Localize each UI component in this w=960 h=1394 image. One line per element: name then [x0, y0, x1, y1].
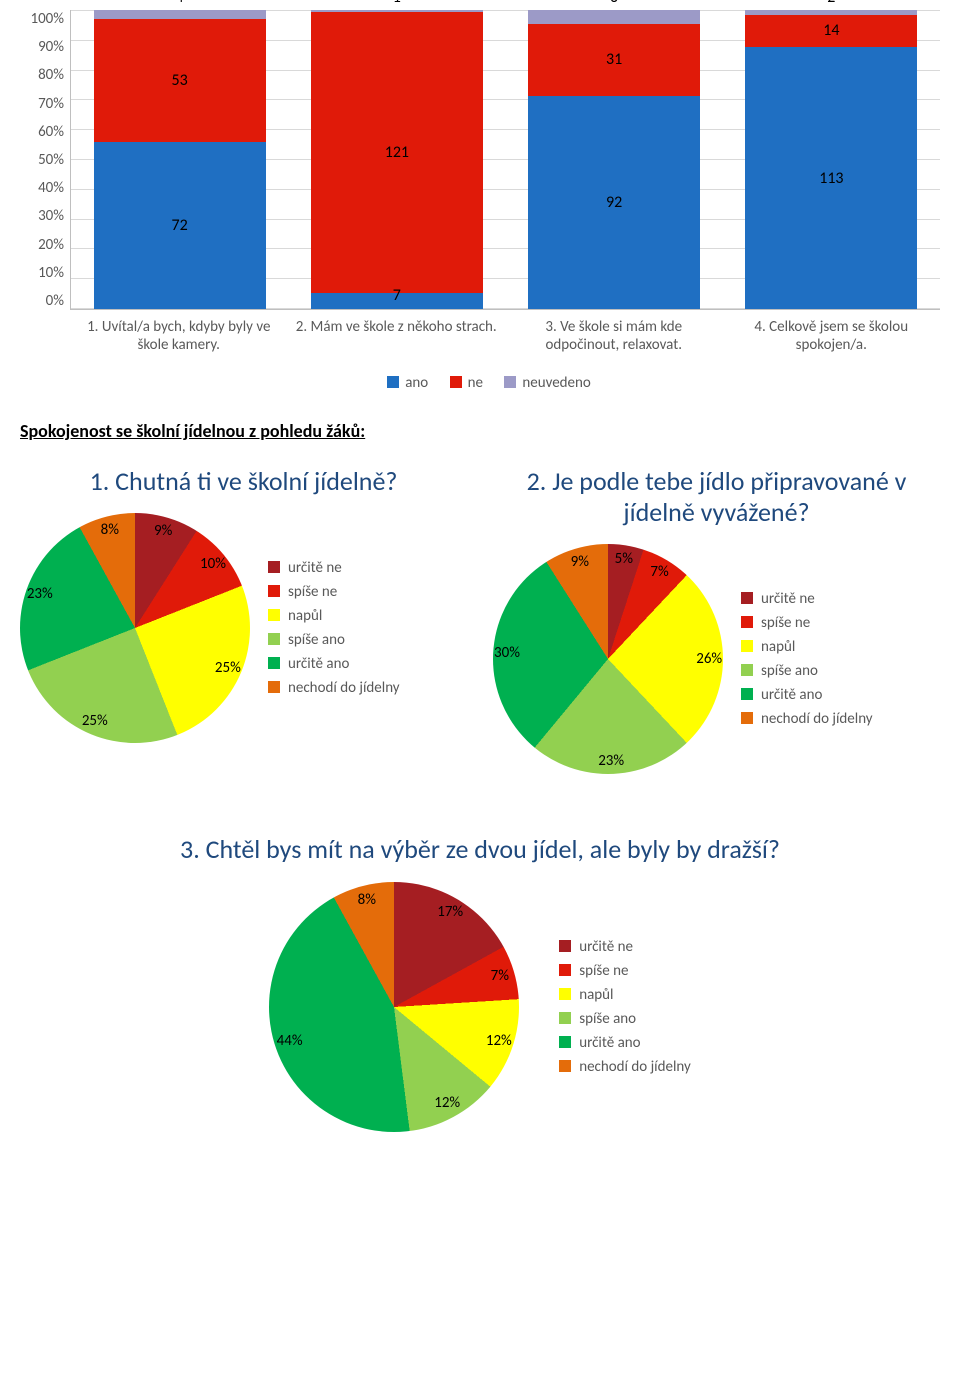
- pie2-chart: 5%7%26%23%30%9%: [493, 544, 723, 774]
- section-heading: Spokojenost se školní jídelnou z pohledu…: [20, 420, 940, 442]
- y-axis: 100%90%80%70%60%50%40%30%20%10%0%: [20, 10, 70, 310]
- pie3-chart: 17%7%12%12%44%8%: [269, 882, 519, 1132]
- pie2-block: 2. Je podle tebe jídlo připravované v jí…: [493, 466, 940, 774]
- pie1-legend: určitě nespíše nenapůlspíše anourčitě an…: [268, 553, 400, 703]
- legend-ne: ne: [468, 374, 483, 392]
- bars-region: 453721121763192214113: [70, 10, 940, 310]
- pie1-chart: 9%10%25%25%23%8%: [20, 513, 250, 743]
- pie3-legend: určitě nespíše nenapůlspíše anourčitě an…: [559, 932, 691, 1082]
- pie-row: 1. Chutná ti ve školní jídelně? 9%10%25%…: [20, 466, 940, 774]
- legend-ano: ano: [405, 374, 428, 392]
- school-satisfaction-bar-chart: 100%90%80%70%60%50%40%30%20%10%0% 453721…: [20, 10, 940, 392]
- x-axis-labels: 1. Uvítal/a bych, kdyby byly ve škole ka…: [70, 310, 940, 354]
- pie3-block: 3. Chtěl bys mít na výběr ze dvou jídel,…: [20, 834, 940, 1131]
- pie2-title: 2. Je podle tebe jídlo připravované v jí…: [493, 466, 940, 528]
- pie3-title: 3. Chtěl bys mít na výběr ze dvou jídel,…: [20, 834, 940, 865]
- pie1-block: 1. Chutná ti ve školní jídelně? 9%10%25%…: [20, 466, 467, 774]
- pie2-legend: určitě nespíše nenapůlspíše anourčitě an…: [741, 584, 873, 734]
- legend-neuvedeno: neuvedeno: [522, 374, 590, 392]
- bar-legend: ano ne neuvedeno: [20, 374, 940, 392]
- pie1-title: 1. Chutná ti ve školní jídelně?: [20, 466, 467, 497]
